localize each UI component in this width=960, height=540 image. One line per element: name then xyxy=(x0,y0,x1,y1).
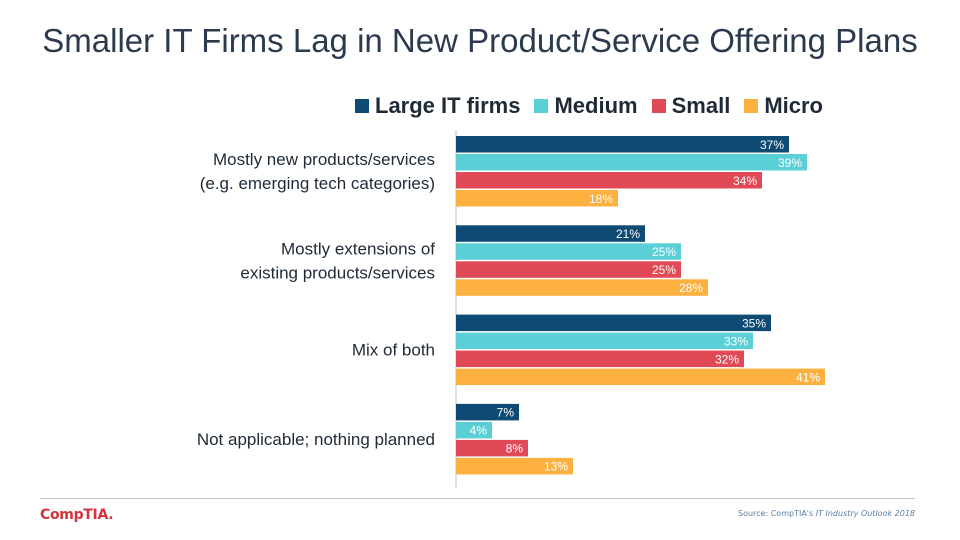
bar xyxy=(456,136,789,153)
bar xyxy=(456,368,825,386)
bar xyxy=(456,190,618,207)
category-label-line: Mostly extensions of xyxy=(281,239,435,258)
data-label: 39% xyxy=(778,156,802,170)
source-prefix: Source: CompTIA's xyxy=(738,509,816,518)
category-label-line: existing products/services xyxy=(240,263,435,282)
data-label: 28% xyxy=(679,281,703,295)
bar xyxy=(456,403,519,421)
data-label: 32% xyxy=(715,352,739,366)
category-label-line: Mix of both xyxy=(352,341,435,360)
legend-swatch xyxy=(744,99,759,113)
bar xyxy=(456,154,807,171)
bar xyxy=(456,243,681,260)
data-label: 33% xyxy=(724,334,748,348)
legend-label: Medium xyxy=(554,93,638,118)
legend-label: Micro xyxy=(764,93,823,118)
data-label: 7% xyxy=(497,406,515,420)
category-label: Mostly new products/services (e.g. emergi… xyxy=(200,150,435,193)
category-label: Not applicable; nothing planned xyxy=(197,430,435,449)
bar xyxy=(456,457,573,475)
data-label: 34% xyxy=(733,174,757,188)
legend-item: Large IT firms xyxy=(355,93,520,119)
chart-title: Smaller IT Firms Lag in New Product/Serv… xyxy=(42,22,918,59)
data-label: 4% xyxy=(470,424,488,438)
legend-label: Large IT firms xyxy=(375,93,521,118)
data-label: 25% xyxy=(652,263,676,277)
legend-item: Micro xyxy=(744,93,823,119)
legend-swatch xyxy=(534,99,549,113)
bar xyxy=(456,314,771,332)
bar xyxy=(456,350,744,368)
category-label: Mix of both xyxy=(352,341,435,360)
legend-swatch xyxy=(651,99,666,113)
bar xyxy=(456,225,645,242)
bar xyxy=(456,332,753,350)
category-label-line: (e.g. emerging tech categories) xyxy=(200,174,435,193)
bar xyxy=(456,261,681,278)
data-label: 37% xyxy=(760,138,784,152)
data-label: 21% xyxy=(616,227,640,241)
comptia-logo: CompTIA. xyxy=(40,507,114,523)
bar xyxy=(456,172,762,189)
legend-swatch xyxy=(355,99,369,113)
category-label: Mostly extensions of existing products/se… xyxy=(240,239,435,282)
chart-legend: Large IT firms Medium Small Micro xyxy=(355,92,837,120)
bar xyxy=(456,279,708,296)
bar xyxy=(456,421,492,439)
data-label: 18% xyxy=(589,192,613,206)
data-label: 35% xyxy=(742,316,766,330)
legend-item: Small xyxy=(651,93,731,119)
source-title: IT Industry Outlook 2018 xyxy=(815,509,915,518)
legend-item: Medium xyxy=(534,93,638,119)
data-label: 8% xyxy=(506,442,524,456)
data-label: 41% xyxy=(796,370,820,384)
data-label: 25% xyxy=(652,245,676,259)
footer-divider xyxy=(40,498,915,499)
category-label-line: Not applicable; nothing planned xyxy=(197,430,435,449)
category-label-line: Mostly new products/services xyxy=(213,150,435,169)
legend-label: Small xyxy=(671,93,731,118)
bar xyxy=(456,439,528,457)
data-label: 13% xyxy=(544,460,568,474)
source-note: Source: CompTIA's IT Industry Outlook 20… xyxy=(738,509,915,518)
